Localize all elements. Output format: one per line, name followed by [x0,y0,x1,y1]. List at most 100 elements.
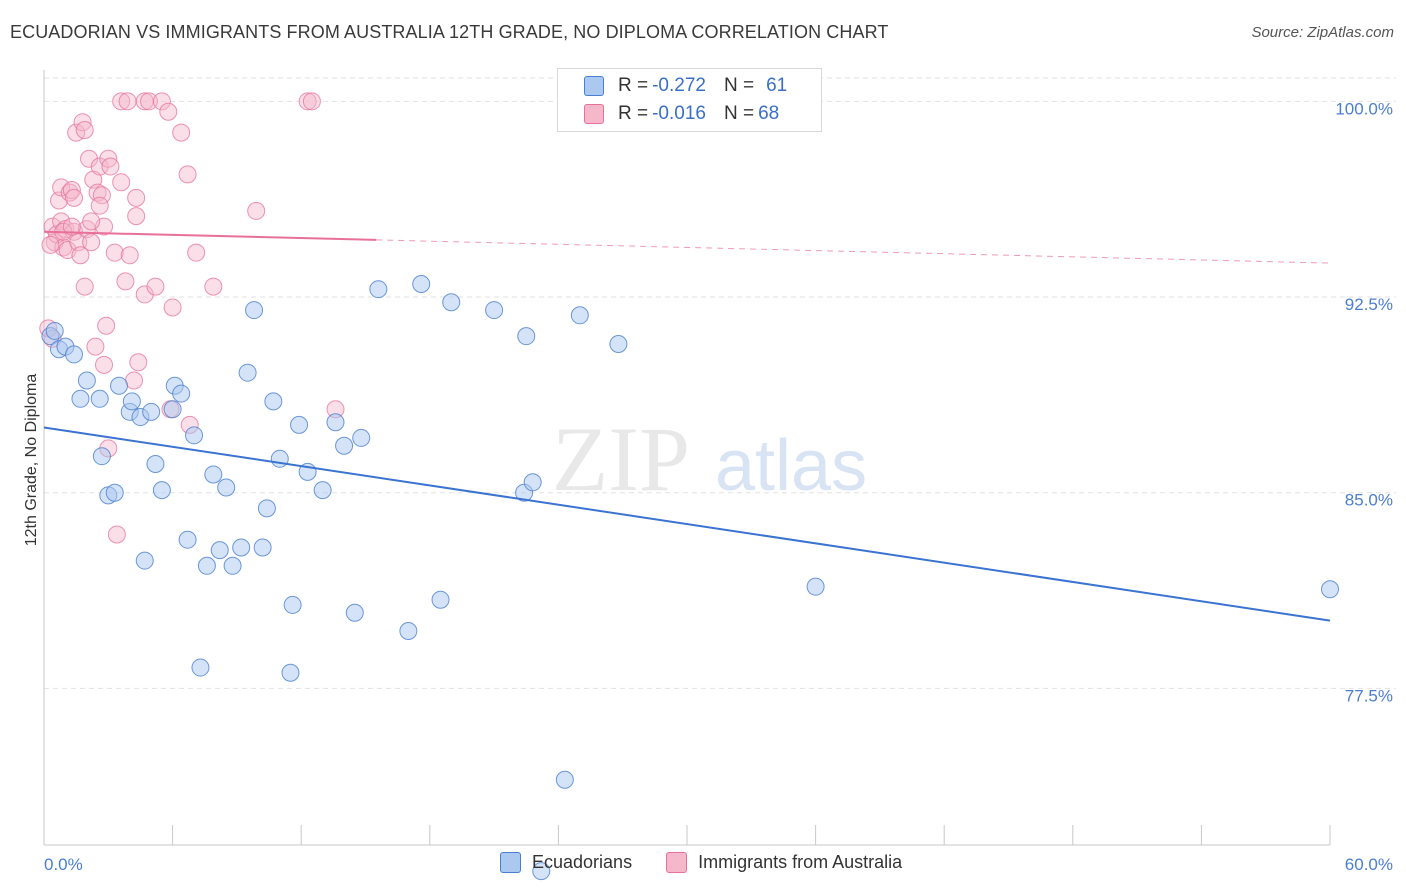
x-tick-label: 0.0% [44,855,83,874]
australia-point [82,212,101,231]
australia-point [146,277,165,296]
ecuadorian-point [142,402,161,421]
ecuadorian-point [210,541,229,560]
legend-item-ecuadorians: Ecuadorians [500,852,632,873]
r-value: -0.016 [652,103,706,124]
ecuadorian-point [555,770,574,789]
australia-point [86,337,105,356]
n-value: 68 [758,103,780,124]
source-label: Source: ZipAtlas.com [1251,24,1394,41]
ecuadorian-point [264,392,283,411]
ecuadorian-points [41,274,1339,881]
ecuadorian-point [257,499,276,518]
australia-point [125,371,144,390]
legend-row-ecuadorians: R = -0.272 N = 61 [584,73,787,99]
ecuadorian-point [65,345,84,364]
ecuadorian-point [345,603,364,622]
y-tick-label: 77.5% [1345,686,1393,705]
australia-point [159,102,178,121]
ecuadorian-point [77,371,96,390]
ecuadorian-point [1321,580,1339,599]
ecuadorian-point [290,415,309,434]
r-value: -0.272 [652,75,706,96]
ecuadorian-point [45,321,64,340]
ecuadorian-trend-line [43,426,1331,622]
series-legend: Ecuadorians Immigrants from Australia [500,852,936,873]
y-axis-label: 12th Grade, No Diploma [23,374,40,547]
blue-swatch [584,76,604,96]
r-label: R = [618,75,649,96]
ecuadorian-point [90,389,109,408]
australia-points [39,92,345,544]
ecuadorian-point [146,455,165,474]
australia-point [127,188,146,207]
australia-point [120,246,139,265]
ecuadorian-point [523,473,542,492]
ecuadorian-point [412,274,431,293]
legend-row-australia: R = -0.016 N = 68 [584,101,779,127]
ecuadorian-point [369,280,388,299]
australia-point [118,92,137,111]
australia-point [172,123,191,142]
trend-lines [43,230,1331,622]
australia-point [152,92,171,111]
y-tick-label: 85.0% [1345,491,1393,510]
australia-point [140,92,159,111]
chart-title: ECUADORIAN VS IMMIGRANTS FROM AUSTRALIA … [10,22,889,42]
ecuadorian-point [253,538,272,557]
australia-point [247,201,266,220]
ecuadorian-point [217,478,236,497]
ecuadorian-point [110,376,129,395]
legend-label: Immigrants from Australia [698,852,903,872]
ecuadorian-point [92,447,111,466]
australia-point [112,173,131,192]
y-tick-label: 100.0% [1335,99,1393,118]
ecuadorian-point [232,538,251,557]
australia-trend-line [43,230,377,241]
y-tick-label: 92.5% [1345,295,1393,314]
tick-labels: 77.5% 85.0% 92.5% 100.0% 0.0% 60.0% [44,99,1393,874]
ecuadorian-point [71,389,90,408]
australia-point [71,246,90,265]
australia-point [65,188,84,207]
stats-legend: R = -0.272 N = 61 R = -0.016 N = 68 [557,68,822,132]
ecuadorian-point [204,465,223,484]
ecuadorian-point [313,481,332,500]
watermark-atlas: atlas [715,426,867,506]
pink-swatch [584,104,604,124]
australia-point [41,235,60,254]
ecuadorian-point [238,363,257,382]
ecuadorian-point [399,622,418,641]
n-label: N = [723,75,755,96]
ecuadorian-point [135,551,154,570]
australia-point [62,217,81,236]
ecuadorian-point [517,327,536,346]
ecuadorian-point [185,426,204,445]
blue-swatch [500,852,521,873]
ecuadorian-point [122,392,141,411]
australia-point [127,207,146,226]
r-label: R = [618,103,649,124]
ecuadorian-point [152,481,171,500]
legend-label: Ecuadorians [532,852,633,872]
australia-point [302,92,321,111]
grid-lines [44,77,1396,689]
australia-point [97,316,116,335]
ecuadorian-point [197,556,216,575]
australia-point [298,92,317,111]
ecuadorian-point [191,658,210,677]
australia-point [204,277,223,296]
ecuadorian-point [442,293,461,312]
australia-point [112,92,131,111]
australia-point [105,243,124,262]
australia-point [52,178,71,197]
australia-point [101,157,120,176]
australia-point [129,353,148,372]
ecuadorian-point [335,436,354,455]
ecuadorian-point [431,590,450,609]
australia-point [107,525,126,544]
x-tick-label: 60.0% [1345,855,1393,874]
ecuadorian-point [485,301,504,320]
australia-point [187,243,206,262]
